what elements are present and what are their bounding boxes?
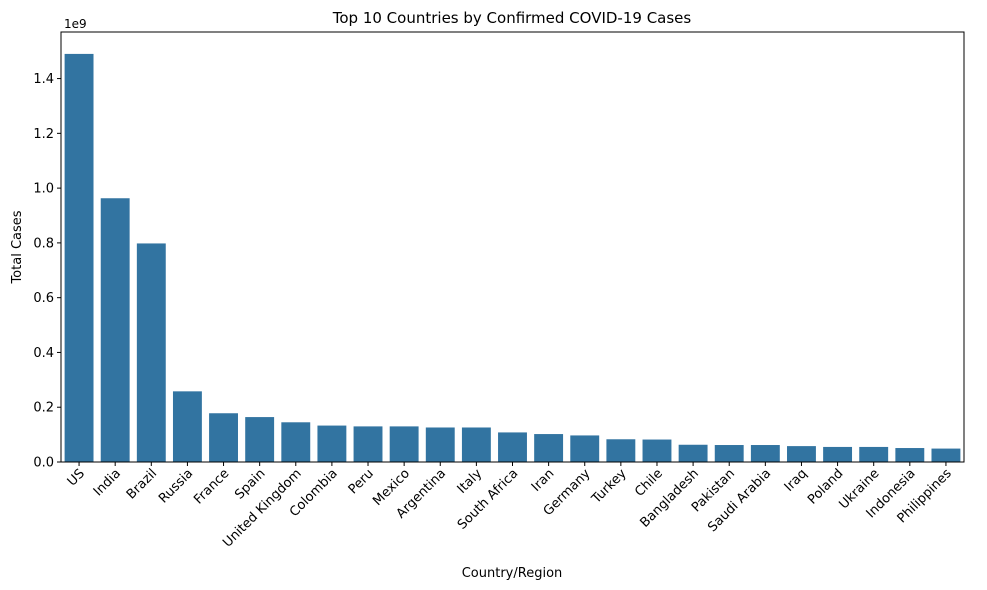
bar-indonesia — [895, 448, 925, 462]
bar-italy — [461, 427, 491, 462]
bar-philippines — [931, 448, 961, 462]
bar-france — [209, 413, 238, 462]
bar-argentina — [425, 427, 455, 462]
bar-saudi-arabia — [750, 445, 780, 462]
bar-brazil — [136, 243, 166, 462]
bar-russia — [172, 391, 202, 462]
bar-mexico — [389, 426, 419, 462]
bar-bangladesh — [678, 444, 708, 462]
y-tick-label: 1.0 — [33, 182, 54, 197]
bar-turkey — [606, 439, 636, 462]
plot-frame — [60, 31, 965, 463]
chart-title: Top 10 Countries by Confirmed COVID-19 C… — [332, 9, 692, 27]
y-tick-label: 1.4 — [33, 72, 54, 87]
bar-germany — [570, 435, 600, 462]
y-tick-label: 0.2 — [33, 401, 54, 416]
bar-pakistan — [714, 445, 744, 462]
y-tick-label: 0.4 — [33, 346, 54, 361]
bar-us — [64, 53, 94, 462]
bar-chile — [642, 439, 672, 462]
bar-india — [100, 198, 130, 462]
y-tick-label: 0.0 — [33, 456, 54, 471]
bar-spain — [245, 417, 275, 462]
y-axis-offset-label: 1e9 — [64, 17, 87, 31]
x-axis-label: Country/Region — [462, 566, 563, 581]
bar-iraq — [787, 446, 816, 462]
y-axis-label: Total Cases — [10, 210, 25, 284]
y-tick-label: 0.6 — [33, 291, 54, 306]
bar-ukraine — [859, 446, 889, 462]
bar-south-africa — [498, 432, 527, 462]
bar-poland — [823, 446, 853, 462]
bar-colombia — [317, 425, 347, 462]
bar-iran — [534, 434, 564, 462]
bar-peru — [353, 426, 383, 462]
bar-series — [64, 53, 961, 462]
y-axis: 0.0 0.2 0.4 0.6 0.8 1.0 1.2 1.4 — [33, 72, 61, 471]
bar-united-kingdom — [281, 422, 311, 462]
y-tick-label: 0.8 — [33, 236, 54, 251]
y-tick-label: 1.2 — [33, 127, 54, 142]
